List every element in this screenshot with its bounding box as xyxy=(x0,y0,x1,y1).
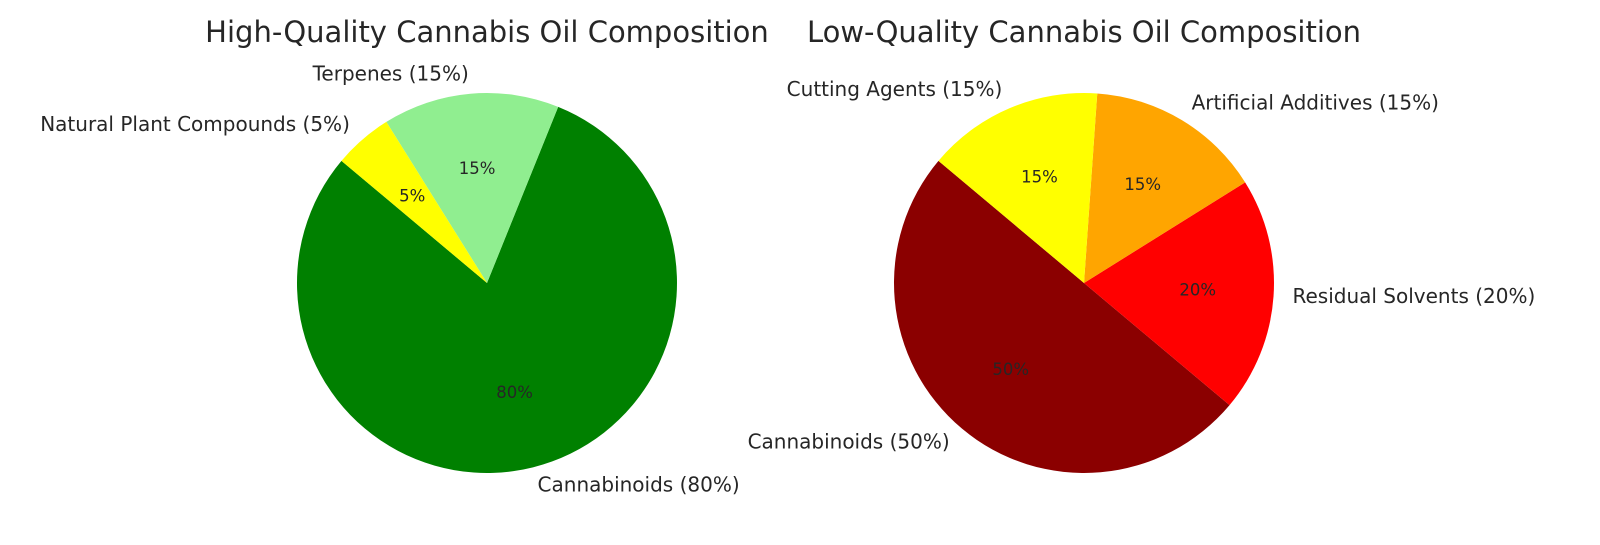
low-quality-slice-cutting-agents xyxy=(938,92,1098,284)
high-quality-label-terpenes: Terpenes (15%) xyxy=(312,61,469,85)
high-quality-label-cannabinoids: Cannabinoids (80%) xyxy=(538,472,740,496)
high-quality-pct-label-cannabinoids: 80% xyxy=(496,383,533,402)
high-quality-pct-label-natural-plant-compounds: 5% xyxy=(399,186,425,205)
high-quality-chart-title: High-Quality Cannabis Oil Composition xyxy=(205,15,769,49)
low-quality-label-cutting-agents: Cutting Agents (15%) xyxy=(787,77,1003,101)
low-quality-pct-label-artificial-additives: 15% xyxy=(1124,175,1161,194)
low-quality-pct-label-cutting-agents: 15% xyxy=(1021,168,1058,187)
low-quality-pct-label-cannabinoids: 50% xyxy=(992,360,1029,379)
low-quality-slice-residual-solvents xyxy=(1084,182,1274,406)
low-quality-label-cannabinoids: Cannabinoids (50%) xyxy=(748,430,950,454)
low-quality-chart-title: Low-Quality Cannabis Oil Composition xyxy=(807,15,1361,49)
low-quality-label-residual-solvents: Residual Solvents (20%) xyxy=(1292,284,1535,308)
low-quality-pct-label-residual-solvents: 20% xyxy=(1179,280,1216,299)
low-quality-slice-artificial-additives xyxy=(1084,93,1246,284)
high-quality-slice-terpenes xyxy=(386,93,559,283)
high-quality-slice-natural-plant-compounds xyxy=(341,121,487,284)
low-quality-pie-chart: Low-Quality Cannabis Oil Composition 50% C… xyxy=(748,15,1535,474)
high-quality-pct-label-terpenes: 15% xyxy=(459,159,496,178)
high-quality-pie-chart: High-Quality Cannabis Oil Composition 80%… xyxy=(40,15,769,496)
high-quality-slice-cannabinoids xyxy=(296,106,677,474)
low-quality-slice-cannabinoids xyxy=(893,160,1230,474)
low-quality-label-artificial-additives: Artificial Additives (15%) xyxy=(1192,90,1439,114)
high-quality-label-natural-plant-compounds: Natural Plant Compounds (5%) xyxy=(40,112,350,136)
